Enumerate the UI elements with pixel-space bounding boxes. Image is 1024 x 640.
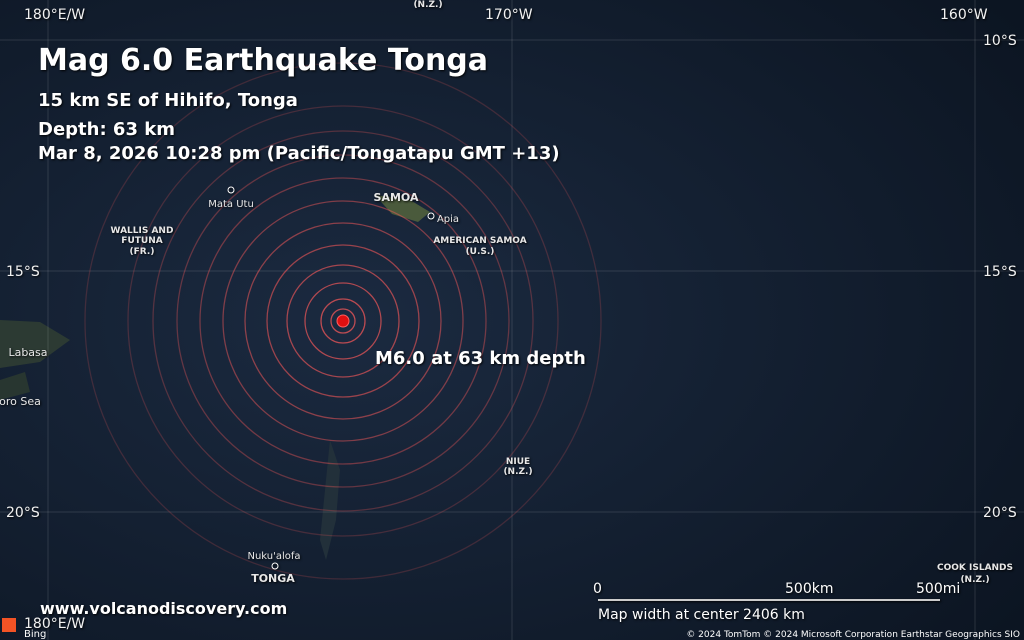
ring: [199, 177, 487, 465]
place-label: (U.S.): [466, 247, 495, 257]
scale-bar: 0 500km 500mi Map width at center 2406 k…: [593, 581, 960, 623]
place-dot: [427, 212, 435, 220]
time: Mar 8, 2026 10:28 pm (Pacific/Tongatapu …: [38, 143, 560, 164]
title: Mag 6.0 Earthquake Tonga: [38, 43, 488, 78]
website: www.volcanodiscovery.com: [40, 599, 287, 618]
intensity-rings: [84, 62, 602, 580]
depth: Depth: 63 km: [38, 119, 175, 140]
scale-km: 500km: [785, 581, 833, 597]
ring: [286, 264, 400, 378]
ring: [244, 222, 442, 420]
ring: [266, 244, 420, 398]
place-label: Nuku'alofa: [247, 551, 300, 562]
ring: [222, 200, 464, 442]
epicenter-label: M6.0 at 63 km depth: [375, 348, 586, 369]
place-label: NIUE: [506, 457, 530, 467]
logo-icon: [2, 618, 16, 632]
lat-label: 20°S: [6, 505, 40, 521]
place-label: Apia: [437, 214, 459, 225]
lat-label: 15°S: [983, 264, 1017, 280]
header: Mag 6.0 Earthquake Tonga 15 km SE of Hih…: [38, 43, 586, 618]
ring: [152, 130, 534, 512]
place-label: (N.Z.): [503, 467, 532, 477]
place-label: SAMOA: [374, 191, 419, 204]
place-label: FUTUNA: [121, 236, 162, 246]
place-labels: (N.Z.) Mata Utu SAMOA Apia WALLIS AND FU…: [0, 0, 1013, 585]
graticule-labels: 180°E/W 170°W 160°W 10°S 15°S 15°S 20°S …: [6, 7, 1017, 632]
place-label: Mata Utu: [208, 199, 254, 210]
lat-label: 15°S: [6, 264, 40, 280]
place-label: AMERICAN SAMOA: [433, 236, 526, 246]
logo: Bing: [24, 629, 46, 640]
place-label: Labasa: [8, 346, 47, 359]
lon-label: 160°W: [940, 7, 988, 23]
scale-zero: 0: [593, 581, 602, 597]
place-label: COOK ISLANDS: [937, 563, 1013, 573]
ring: [304, 282, 382, 360]
scale-caption: Map width at center 2406 km: [598, 607, 805, 623]
place-label: (FR.): [130, 247, 155, 257]
ring: [127, 105, 559, 537]
place-dot: [271, 562, 279, 570]
place-dot: [227, 186, 235, 194]
lon-label: 180°E/W: [24, 7, 85, 23]
place-label: (N.Z.): [960, 575, 989, 585]
attribution: © 2024 TomTom © 2024 Microsoft Corporati…: [686, 630, 1020, 640]
place-label: (N.Z.): [413, 0, 442, 10]
scale-mi: 500mi: [916, 581, 960, 597]
lon-label: 180°E/W: [24, 616, 85, 632]
lat-label: 10°S: [983, 33, 1017, 49]
ring: [320, 298, 366, 344]
lon-label: 170°W: [485, 7, 533, 23]
land: [0, 195, 430, 560]
place-label: oro Sea: [0, 395, 41, 408]
location: 15 km SE of Hihifo, Tonga: [38, 90, 298, 111]
ring: [176, 154, 510, 488]
ring: [330, 308, 356, 334]
epicenter: [336, 314, 350, 328]
lat-label: 20°S: [983, 505, 1017, 521]
ring: [84, 62, 602, 580]
place-label: WALLIS AND: [111, 226, 174, 236]
place-label: TONGA: [251, 572, 295, 585]
